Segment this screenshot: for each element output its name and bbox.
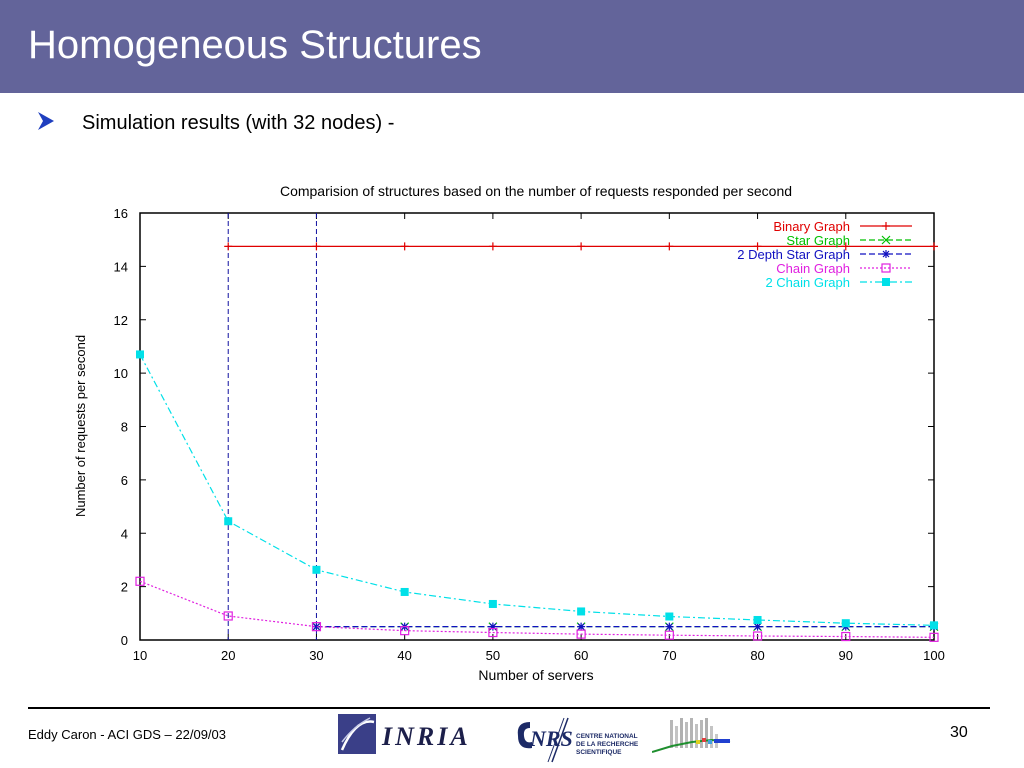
- star-marker: [577, 622, 586, 631]
- x-tick-label: 100: [923, 648, 945, 663]
- plus-marker: [577, 242, 586, 251]
- x-tick-label: 90: [839, 648, 853, 663]
- x-tick-label: 80: [750, 648, 764, 663]
- open-square-marker: [664, 630, 674, 640]
- x-tick-label: 70: [662, 648, 676, 663]
- filled-square-marker: [488, 599, 497, 608]
- legend-label: 2 Depth Star Graph: [737, 247, 850, 262]
- series-2-chain-graph: [136, 350, 938, 630]
- y-tick-label: 10: [114, 366, 128, 381]
- cnrs-text-line-2: DE LA RECHERCHE: [576, 741, 639, 748]
- legend-label: Binary Graph: [773, 219, 850, 234]
- series-binary-graph: [224, 242, 938, 251]
- plus-marker: [400, 242, 409, 251]
- series-layer: [135, 242, 939, 642]
- chart-title: Comparision of structures based on the n…: [280, 183, 792, 199]
- inria-logo-text: INRIA: [381, 722, 471, 751]
- title-bar: Homogeneous Structures: [0, 0, 1024, 93]
- cnrs-text-line-1: CENTRE NATIONAL: [576, 733, 638, 740]
- plus-marker: [224, 242, 233, 251]
- plus-marker: [488, 242, 497, 251]
- y-axis-label: Number of requests per second: [73, 335, 88, 517]
- star-marker: [753, 622, 762, 631]
- legend-label: Star Graph: [786, 233, 850, 248]
- footer-author-date: Eddy Caron - ACI GDS – 22/09/03: [28, 727, 226, 742]
- x-tick-label: 30: [309, 648, 323, 663]
- bullet-text: Simulation results (with 32 nodes) -: [82, 112, 395, 134]
- y-tick-label: 16: [114, 206, 128, 221]
- page-number: 30: [950, 724, 968, 741]
- x-tick-label: 10: [133, 648, 147, 663]
- open-square-marker: [576, 629, 586, 639]
- cnrs-mark: NRS: [529, 726, 573, 751]
- star-marker: [882, 250, 890, 258]
- x-tick-label: 40: [397, 648, 411, 663]
- series-line-chain-graph: [139, 580, 935, 638]
- y-tick-label: 8: [121, 420, 128, 435]
- arrow-bullet-icon: [38, 112, 54, 130]
- filled-square-marker: [400, 587, 409, 596]
- open-square-marker: [400, 626, 410, 636]
- x-marker: [881, 235, 891, 245]
- filled-square-marker: [930, 621, 938, 630]
- y-tick-label: 4: [121, 526, 128, 541]
- series-line-2-chain-graph: [139, 354, 935, 626]
- open-square-marker: [841, 631, 851, 642]
- filled-square-marker: [882, 278, 890, 286]
- filled-square-marker: [753, 615, 762, 624]
- plus-marker: [753, 242, 762, 251]
- slide-title: Homogeneous Structures: [28, 23, 482, 67]
- star-marker: [312, 622, 321, 631]
- star-marker: [665, 622, 674, 631]
- cnrs-logo: NRS CENTRE NATIONAL DE LA RECHERCHE SCIE…: [517, 717, 639, 763]
- x-tick-label: 60: [574, 648, 588, 663]
- legend-label: Chain Graph: [776, 261, 850, 276]
- filled-square-marker: [224, 517, 233, 526]
- y-tick-label: 14: [114, 259, 128, 274]
- plus-marker: [930, 242, 938, 251]
- series-chain-graph: [135, 576, 939, 642]
- open-square-marker: [223, 611, 233, 621]
- series-2-depth-star-graph: [312, 622, 938, 631]
- open-square-marker: [135, 576, 145, 586]
- x-tick-label: 50: [486, 648, 500, 663]
- gds-logo: [652, 718, 731, 753]
- plus-marker: [312, 242, 321, 251]
- line-chart: Comparision of structures based on the n…: [73, 183, 945, 683]
- star-marker: [488, 622, 497, 631]
- x-tick-label: 20: [221, 648, 235, 663]
- cnrs-text-line-3: SCIENTIFIQUE: [576, 749, 622, 756]
- filled-square-marker: [577, 607, 586, 616]
- open-square-marker: [488, 627, 498, 638]
- axes-layer: 10 20 30 40 50 60 70 80 90 100 0 2 4 6 8 10 12 14 16: [114, 206, 945, 663]
- chart-container: Comparision of structures based on the n…: [60, 176, 960, 696]
- inria-logo: INRIA: [338, 714, 471, 754]
- open-square-marker: [752, 631, 763, 641]
- open-square-marker: [311, 622, 322, 632]
- y-tick-label: 0: [121, 633, 128, 648]
- plus-marker: [841, 242, 850, 251]
- filled-square-marker: [841, 619, 850, 628]
- filled-square-marker: [312, 565, 321, 574]
- open-square-marker: [929, 632, 939, 642]
- y-tick-label: 6: [121, 473, 128, 488]
- y-tick-label: 2: [121, 580, 128, 595]
- y-tick-label: 12: [114, 313, 128, 328]
- plus-marker: [665, 242, 674, 251]
- filled-square-marker: [665, 612, 674, 621]
- plus-marker: [882, 222, 890, 230]
- open-square-marker: [881, 263, 891, 273]
- vertical-lines-layer: [227, 213, 317, 640]
- x-axis-label: Number of servers: [478, 667, 593, 683]
- filled-square-marker: [136, 350, 144, 359]
- legend-label: 2 Chain Graph: [765, 275, 850, 290]
- footer-divider: [28, 707, 990, 709]
